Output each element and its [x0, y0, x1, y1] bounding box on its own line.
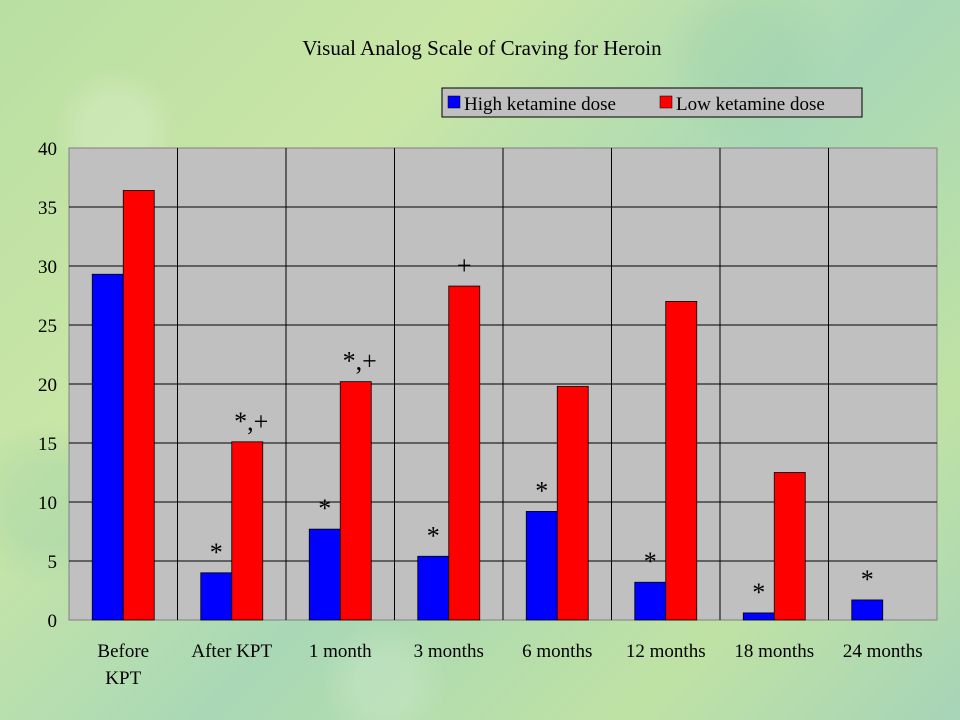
significance-mark: *,+: [234, 407, 268, 436]
y-tick-label: 35: [38, 198, 57, 219]
legend-box: [441, 87, 863, 118]
y-tick-label: 20: [38, 375, 57, 396]
legend-swatch-high: [447, 95, 461, 109]
legend: High ketamine dose Low ketamine dose: [441, 87, 863, 118]
y-tick-label: 30: [38, 257, 57, 278]
bar-low-1: [231, 441, 264, 621]
y-tick-label: 0: [48, 611, 58, 632]
bar-low-4: [556, 385, 589, 621]
bar-high-7: [851, 599, 884, 621]
significance-mark: *: [644, 547, 657, 576]
category-dividers: [177, 148, 829, 620]
chart-title: Visual Analog Scale of Craving for Heroi…: [302, 36, 662, 60]
significance-annotations: * * * * * * * *,+ *,+ +: [210, 251, 874, 607]
bar-high-1: [200, 572, 233, 621]
x-tick-label: KPT: [105, 668, 141, 689]
bar-low-2: [339, 381, 372, 621]
significance-mark: *: [861, 565, 874, 594]
legend-swatch-low: [659, 95, 673, 109]
x-tick-label: 1 month: [309, 641, 372, 662]
legend-label-low: Low ketamine dose: [676, 94, 825, 115]
y-tick-label: 10: [38, 493, 57, 514]
bars: [91, 190, 884, 621]
y-tick-label: 5: [48, 552, 58, 573]
significance-mark: *: [427, 521, 440, 550]
bar-high-4: [525, 511, 558, 621]
x-tick-label: 6 months: [522, 641, 592, 662]
x-tick-label: 12 months: [626, 641, 706, 662]
y-tick-label: 40: [38, 139, 57, 160]
bar-high-3: [417, 555, 450, 621]
x-tick-label: 24 months: [843, 641, 923, 662]
significance-mark: *,+: [343, 347, 377, 376]
x-tick-label: 18 months: [734, 641, 814, 662]
bar-high-0: [91, 273, 124, 621]
significance-mark: *: [318, 494, 331, 523]
significance-mark: +: [457, 251, 472, 280]
y-axis-tick-labels: 0 5 10 15 20 25 30 35 40: [38, 139, 57, 632]
x-tick-label: 3 months: [414, 641, 484, 662]
significance-mark: *: [752, 578, 765, 607]
bar-high-5: [634, 581, 667, 621]
significance-mark: *: [210, 538, 223, 567]
bar-low-6: [773, 472, 806, 621]
y-tick-label: 15: [38, 434, 57, 455]
x-tick-label: After KPT: [191, 641, 272, 662]
x-tick-label: Before: [97, 641, 149, 662]
significance-mark: *: [535, 476, 548, 505]
bar-high-2: [308, 528, 341, 621]
legend-label-high: High ketamine dose: [464, 94, 616, 115]
bar-low-5: [665, 300, 698, 621]
y-tick-label: 25: [38, 316, 57, 337]
bar-low-0: [122, 190, 155, 621]
bar-low-3: [448, 285, 481, 621]
bar-high-6: [742, 612, 775, 621]
x-axis-tick-labels: Before KPT After KPT 1 month 3 months 6 month…: [97, 641, 922, 689]
